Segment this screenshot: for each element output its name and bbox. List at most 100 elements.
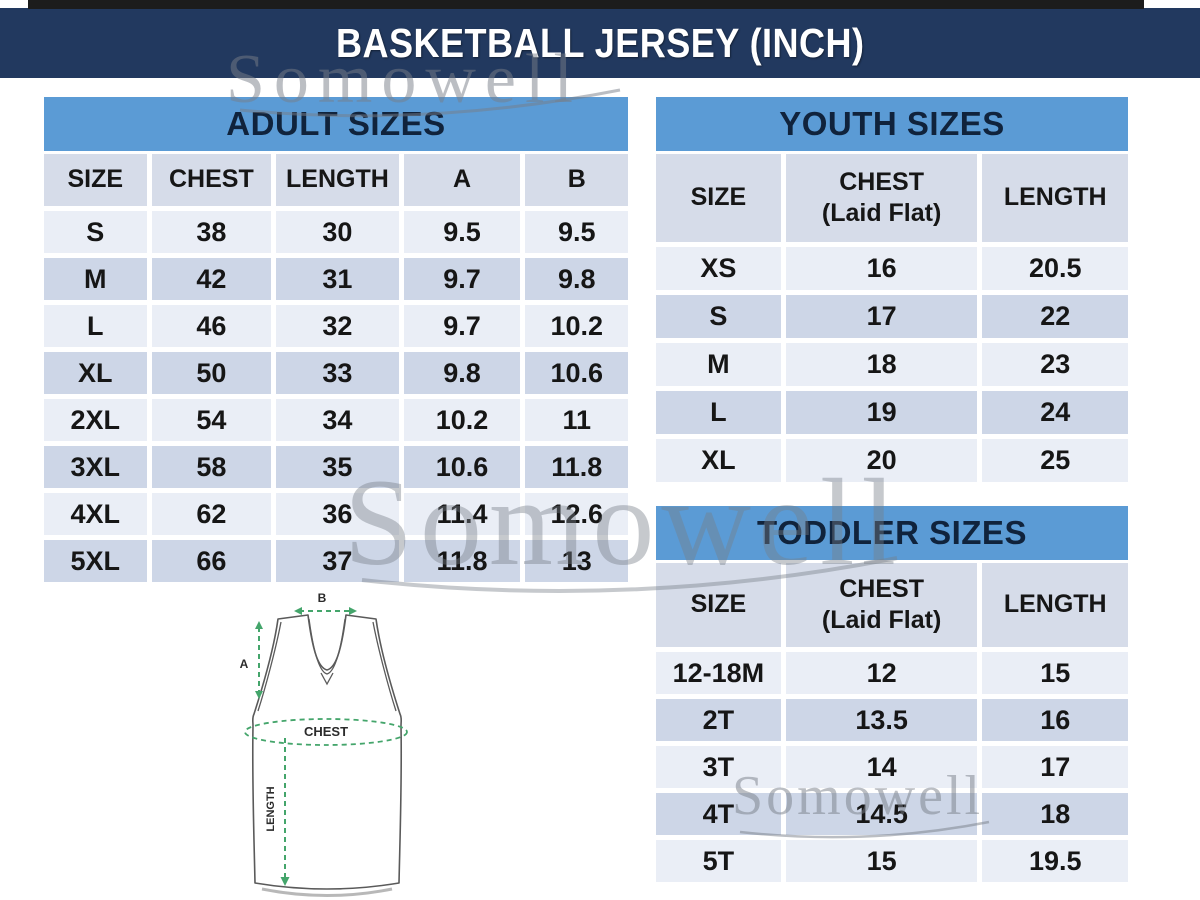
table-cell: 13.5 [785, 699, 978, 741]
table-cell: S [44, 211, 147, 253]
table-cell: 14.5 [785, 793, 978, 835]
table-cell: 9.7 [403, 305, 521, 347]
table-cell: M [656, 343, 781, 386]
table-cell: 34 [276, 399, 399, 441]
a-arrow-bottom-icon [255, 691, 263, 699]
table-cell: XL [44, 352, 147, 394]
table-cell: 35 [276, 446, 399, 488]
table-cell: 38 [151, 211, 272, 253]
table-cell: XL [656, 439, 781, 482]
table-cell: 12.6 [525, 493, 628, 535]
table-cell: L [44, 305, 147, 347]
a-arrow-top-icon [255, 621, 263, 629]
youth-table-grid: SIZE CHEST (Laid Flat) LENGTH XS 16 20.5 S 17 22 M… [656, 154, 1128, 482]
table-cell: 15 [785, 840, 978, 882]
table-cell: 30 [276, 211, 399, 253]
table-cell: 3T [656, 746, 781, 788]
table-cell: 22 [982, 295, 1128, 338]
column-header: CHEST (Laid Flat) [785, 563, 978, 647]
table-cell: 14 [785, 746, 978, 788]
right-armhole-trim [372, 621, 397, 712]
table-cell: 18 [982, 793, 1128, 835]
column-header: SIZE [44, 154, 147, 206]
table-cell: 9.8 [525, 258, 628, 300]
jersey-shadow [261, 887, 393, 897]
table-cell: 15 [982, 652, 1128, 694]
length-label: LENGTH [265, 786, 277, 831]
table-cell: M [44, 258, 147, 300]
table-cell: 50 [151, 352, 272, 394]
neck-trim-line [308, 618, 346, 675]
table-cell: 12 [785, 652, 978, 694]
table-cell: 37 [276, 540, 399, 582]
toddler-table-grid: SIZE CHEST (Laid Flat) LENGTH 12-18M 12 15 2T 13… [656, 563, 1128, 882]
table-cell: 58 [151, 446, 272, 488]
table-cell: 11.8 [403, 540, 521, 582]
table-cell: 16 [785, 247, 978, 290]
table-cell: 17 [785, 295, 978, 338]
toddler-sizes-table: TODDLER SIZES SIZE CHEST (Laid Flat) LENGTH… [656, 506, 1128, 882]
a-label: A [240, 657, 249, 671]
table-cell: 33 [276, 352, 399, 394]
neck-v-notch [320, 672, 334, 686]
table-cell: 12-18M [656, 652, 781, 694]
table-cell: 4T [656, 793, 781, 835]
table-cell: 9.8 [403, 352, 521, 394]
table-cell: 10.2 [525, 305, 628, 347]
page-title: BASKETBALL JERSEY (INCH) [335, 19, 865, 66]
b-arrow-left-icon [294, 607, 302, 615]
table-cell: 3XL [44, 446, 147, 488]
table-cell: 18 [785, 343, 978, 386]
table-cell: 42 [151, 258, 272, 300]
length-arrow-icon [280, 877, 290, 886]
column-header: CHEST [151, 154, 272, 206]
toddler-table-title: TODDLER SIZES [656, 506, 1128, 560]
table-cell: 36 [276, 493, 399, 535]
table-cell: 46 [151, 305, 272, 347]
chest-label-backing [296, 724, 356, 739]
column-header: SIZE [656, 154, 781, 242]
column-header: SIZE [656, 563, 781, 647]
table-cell: 5XL [44, 540, 147, 582]
column-header: A [403, 154, 521, 206]
table-cell: 25 [982, 439, 1128, 482]
table-cell: 11.8 [525, 446, 628, 488]
table-cell: 19.5 [982, 840, 1128, 882]
column-header: LENGTH [276, 154, 399, 206]
b-arrow-right-icon [349, 607, 357, 615]
column-header: LENGTH [982, 563, 1128, 647]
table-cell: 9.5 [403, 211, 521, 253]
table-cell: 66 [151, 540, 272, 582]
table-cell: 9.7 [403, 258, 521, 300]
table-cell: 13 [525, 540, 628, 582]
table-cell: 10.6 [525, 352, 628, 394]
table-cell: 2XL [44, 399, 147, 441]
adult-table-grid: SIZE CHEST LENGTH A B S 38 30 9.5 9.5 M 42 31 9.7 9.8 L… [44, 154, 628, 582]
chest-label: CHEST [304, 724, 348, 739]
table-cell: 62 [151, 493, 272, 535]
table-cell: 2T [656, 699, 781, 741]
top-border-strip [28, 0, 1144, 9]
jersey-measurement-diagram: B A CHEST LENGTH [240, 591, 408, 897]
table-cell: 20 [785, 439, 978, 482]
table-cell: 23 [982, 343, 1128, 386]
table-cell: 54 [151, 399, 272, 441]
youth-sizes-table: YOUTH SIZES SIZE CHEST (Laid Flat) LENGTH XS… [656, 97, 1128, 482]
column-header: LENGTH [982, 154, 1128, 242]
chest-measure-ellipse [244, 718, 408, 746]
table-cell: 11 [525, 399, 628, 441]
table-cell: XS [656, 247, 781, 290]
jersey-outline [251, 614, 403, 890]
table-cell: 31 [276, 258, 399, 300]
table-cell: 4XL [44, 493, 147, 535]
table-cell: 10.2 [403, 399, 521, 441]
adult-sizes-table: ADULT SIZES SIZE CHEST LENGTH A B S 38 30 9.5 9.5… [44, 97, 628, 582]
title-banner: BASKETBALL JERSEY (INCH) [0, 8, 1200, 78]
table-cell: 17 [982, 746, 1128, 788]
adult-table-title: ADULT SIZES [44, 97, 628, 151]
left-armhole-trim [257, 621, 282, 712]
table-cell: 10.6 [403, 446, 521, 488]
table-cell: 11.4 [403, 493, 521, 535]
table-cell: 24 [982, 391, 1128, 434]
table-cell: 19 [785, 391, 978, 434]
